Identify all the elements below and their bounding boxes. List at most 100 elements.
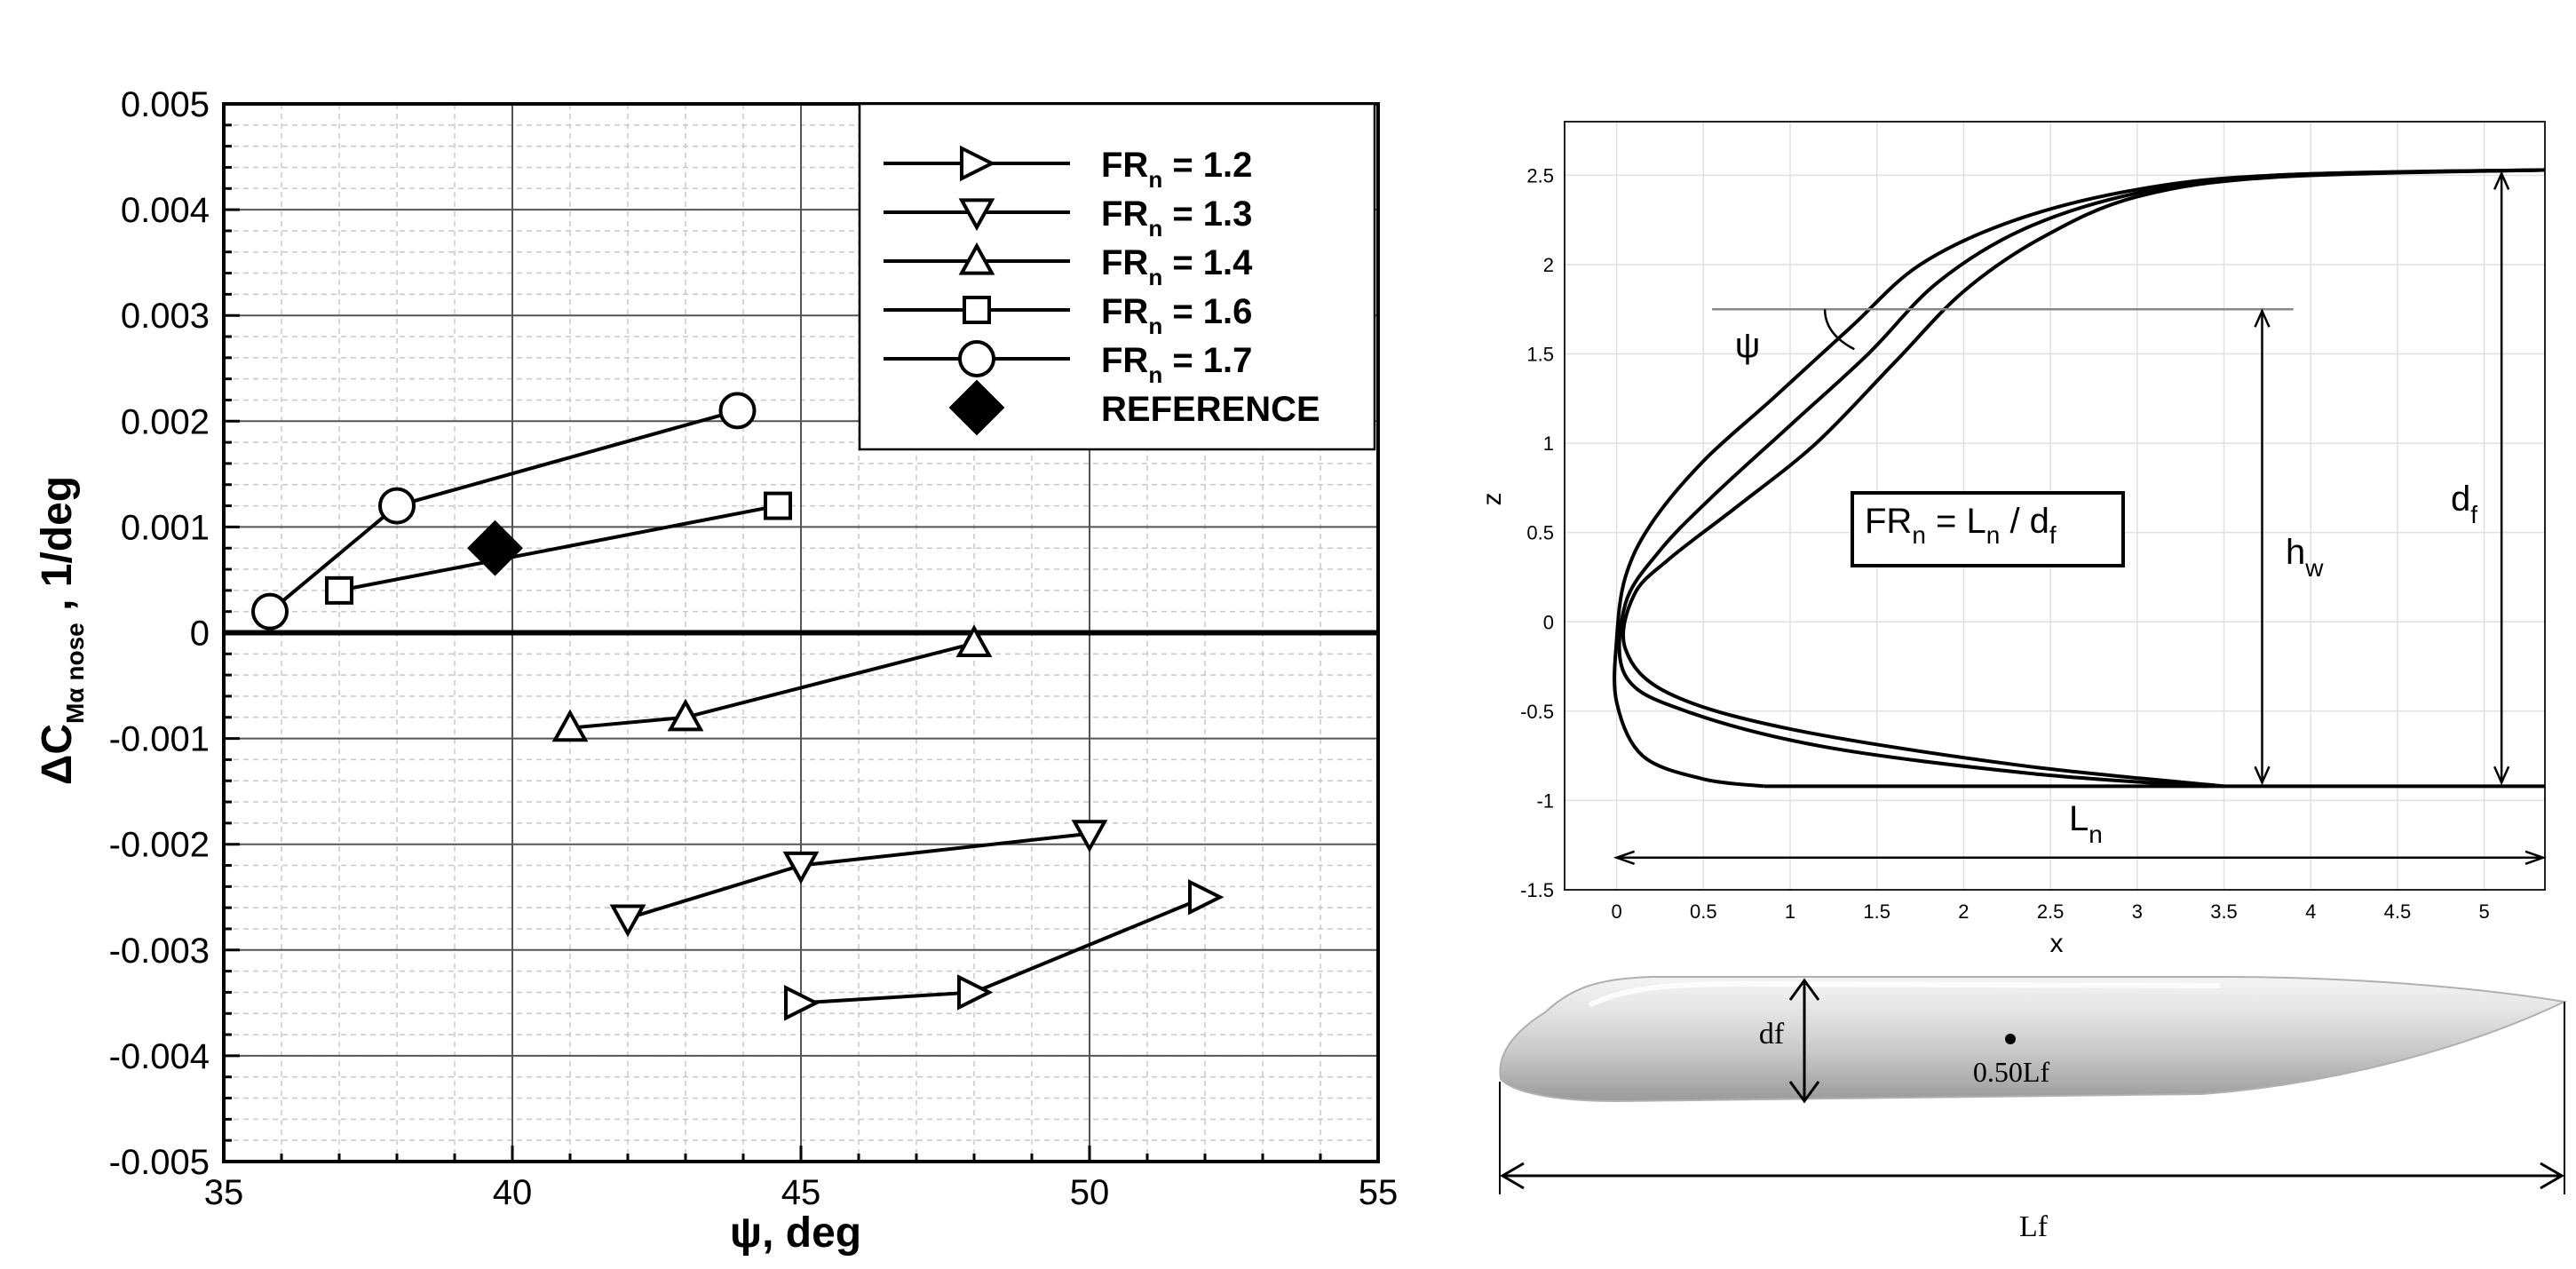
cg-label: 0.50Lf bbox=[1973, 1056, 2050, 1088]
x-tick-label: 45 bbox=[781, 1173, 821, 1212]
data-series bbox=[251, 392, 1225, 1021]
fuselage-highlight bbox=[1588, 980, 2221, 1008]
legend-label: FRn = 1.6 bbox=[1101, 292, 1252, 339]
x-tick-label: 2 bbox=[1958, 900, 1969, 923]
y-tick-labels: -0.005 -0.004 -0.003 -0.002 -0.001 0 0.001 0.00… bbox=[109, 85, 210, 1182]
y-axis-label-main: ΔC bbox=[34, 724, 81, 785]
y-tick-label: 0.001 bbox=[121, 508, 210, 547]
data-point bbox=[955, 624, 993, 658]
x-tick-label: 5 bbox=[2478, 900, 2489, 923]
svg-text:ΔCMα nose , 1/deg: ΔCMα nose , 1/deg bbox=[34, 476, 89, 785]
legend-item: FRn = 1.4 bbox=[884, 242, 1253, 290]
data-point bbox=[251, 592, 289, 631]
fuselage-sketch: df 0.50Lf Lf bbox=[1499, 976, 2568, 1243]
data-point bbox=[764, 491, 792, 520]
lf-arrow-left bbox=[1500, 1162, 1525, 1190]
plot-frame bbox=[1564, 121, 2546, 891]
arrow-head-top bbox=[2254, 308, 2271, 328]
arrow-head-top bbox=[2493, 171, 2510, 190]
ln-label: Ln bbox=[2069, 799, 2103, 848]
x-tick-label: 0.5 bbox=[1690, 900, 1717, 923]
x-tick-label: 1 bbox=[1785, 900, 1795, 923]
psi-arc bbox=[1823, 309, 1855, 351]
df-arrow-top bbox=[1788, 978, 1820, 1001]
y-tick-label: 0.004 bbox=[121, 191, 210, 230]
x-tick-label: 35 bbox=[204, 1173, 244, 1212]
y-axis-label: ΔCMα nose , 1/deg bbox=[34, 476, 89, 785]
y-tick-label: -0.001 bbox=[109, 720, 210, 759]
legend-item: FRn = 1.2 bbox=[884, 145, 1252, 193]
arrow-head-bottom bbox=[2493, 765, 2510, 786]
legend-marker bbox=[958, 340, 995, 377]
arrow-head-left bbox=[1613, 850, 1636, 865]
hw-label: hw bbox=[2286, 533, 2324, 582]
y-tick-label: 2.5 bbox=[1526, 164, 1554, 186]
nose-profiles bbox=[1613, 168, 2546, 789]
y-tick-label: 0.002 bbox=[121, 402, 210, 441]
y-tick-label: -1.5 bbox=[1520, 879, 1554, 901]
y-tick-label: -0.003 bbox=[109, 932, 210, 971]
lf-arrow-right bbox=[2540, 1162, 2564, 1190]
data-point bbox=[784, 985, 820, 1021]
data-point bbox=[1188, 879, 1225, 916]
series-1 bbox=[784, 879, 1225, 1021]
x-tick-label: 4 bbox=[2305, 900, 2316, 923]
y-tick-label: 0.003 bbox=[121, 297, 210, 336]
legend-label: REFERENCE bbox=[1101, 390, 1320, 429]
cg-point bbox=[2005, 1034, 2016, 1044]
x-tick-label: 1.5 bbox=[1863, 900, 1890, 923]
x-tick-label: 0 bbox=[1611, 900, 1621, 923]
y-tick-label: 0.005 bbox=[121, 85, 210, 124]
svg-text:FRn = Ln / df: FRn = Ln / df bbox=[1865, 502, 2057, 549]
legend-marker bbox=[948, 379, 1005, 436]
series-4 bbox=[325, 491, 792, 605]
fineness-ratio-formula: FRn = Ln / df bbox=[1851, 491, 2125, 567]
nose-profile-chart: -1.5 -1 -0.5 0 0.5 1 1.5 2 2.5 0 0.5 1 1.5 2 2.5 3 3.5 4… bbox=[1478, 121, 2547, 958]
x-axis-label: x bbox=[2050, 929, 2064, 958]
y-tick-label: 0 bbox=[1543, 611, 1554, 633]
data-point bbox=[551, 709, 589, 742]
legend-marker bbox=[963, 296, 991, 324]
series-line bbox=[569, 641, 975, 730]
df-arrow bbox=[2493, 171, 2510, 786]
ln-arrow bbox=[1613, 850, 2547, 865]
lf-label: Lf bbox=[2019, 1210, 2049, 1243]
df-label: df bbox=[1759, 1018, 1785, 1051]
x-tick-label: 3 bbox=[2132, 900, 2143, 923]
data-point bbox=[667, 698, 704, 732]
y-tick-labels: -1.5 -1 -0.5 0 0.5 1 1.5 2 2.5 bbox=[1520, 164, 1554, 901]
y-axis-label-sub: Mα nose bbox=[61, 623, 89, 724]
data-point bbox=[782, 851, 820, 884]
series-5 bbox=[251, 392, 757, 631]
legend-item: FRn = 1.6 bbox=[884, 292, 1252, 339]
legend-label: FRn = 1.7 bbox=[1101, 341, 1252, 388]
y-tick-label: 0 bbox=[190, 615, 210, 654]
legend-label: FRn = 1.3 bbox=[1101, 194, 1252, 242]
y-tick-label: -0.5 bbox=[1520, 701, 1554, 723]
reference-point bbox=[467, 519, 523, 576]
df-label: df bbox=[2451, 480, 2477, 528]
y-tick-label: -0.004 bbox=[109, 1037, 210, 1076]
legend-item: REFERENCE bbox=[948, 379, 1320, 436]
legend-marker bbox=[958, 198, 995, 232]
series-3 bbox=[551, 624, 993, 742]
data-point bbox=[325, 575, 353, 605]
x-axis-label: ψ, deg bbox=[730, 1210, 861, 1257]
data-point bbox=[718, 392, 757, 430]
axis-ticks bbox=[222, 102, 1380, 1163]
y-tick-label: 1.5 bbox=[1526, 344, 1554, 366]
y-tick-label: -0.002 bbox=[109, 826, 210, 865]
legend-item: FRn = 1.7 bbox=[884, 340, 1252, 388]
legend-marker bbox=[960, 145, 996, 182]
nose-profile-2 bbox=[1617, 168, 2546, 789]
hw-arrow bbox=[2254, 308, 2271, 786]
data-point bbox=[609, 904, 646, 938]
legend-label: FRn = 1.4 bbox=[1101, 243, 1253, 290]
y-tick-label: 1 bbox=[1543, 432, 1554, 455]
x-tick-label: 50 bbox=[1070, 1173, 1110, 1212]
x-tick-label: 55 bbox=[1359, 1173, 1399, 1212]
nose-profile-3 bbox=[1621, 168, 2546, 789]
legend-label: FRn = 1.2 bbox=[1101, 146, 1252, 193]
